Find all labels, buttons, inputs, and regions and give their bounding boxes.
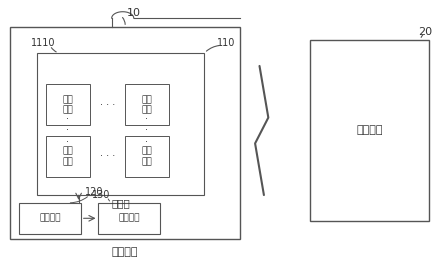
Text: 110: 110 — [217, 38, 236, 48]
Text: 定向装置: 定向装置 — [357, 126, 383, 135]
Text: 130: 130 — [91, 190, 110, 200]
FancyBboxPatch shape — [10, 27, 240, 239]
Text: 感测
单元: 感测 单元 — [142, 95, 152, 114]
Text: 感测
单元: 感测 单元 — [142, 147, 152, 166]
Text: ·
·
·: · · · — [66, 114, 69, 147]
FancyBboxPatch shape — [37, 53, 204, 195]
FancyBboxPatch shape — [125, 136, 169, 177]
Text: · · ·: · · · — [99, 151, 115, 161]
Text: 感测
单元: 感测 单元 — [62, 95, 73, 114]
FancyBboxPatch shape — [19, 203, 81, 234]
FancyBboxPatch shape — [46, 84, 90, 125]
Text: ·
·
·: · · · — [146, 114, 148, 147]
Text: · · ·: · · · — [99, 100, 115, 110]
FancyBboxPatch shape — [125, 84, 169, 125]
FancyBboxPatch shape — [99, 203, 160, 234]
Text: 探测器: 探测器 — [111, 198, 130, 208]
Text: 1110: 1110 — [31, 38, 56, 48]
Text: 10: 10 — [127, 8, 141, 18]
FancyBboxPatch shape — [310, 40, 429, 221]
Text: 感测
单元: 感测 单元 — [62, 147, 73, 166]
Text: 20: 20 — [418, 27, 432, 37]
Text: 比较模块: 比较模块 — [39, 214, 61, 223]
Text: 探测装置: 探测装置 — [112, 247, 138, 257]
FancyBboxPatch shape — [46, 136, 90, 177]
Text: 传输模块: 传输模块 — [119, 214, 140, 223]
Text: 120: 120 — [85, 187, 103, 198]
